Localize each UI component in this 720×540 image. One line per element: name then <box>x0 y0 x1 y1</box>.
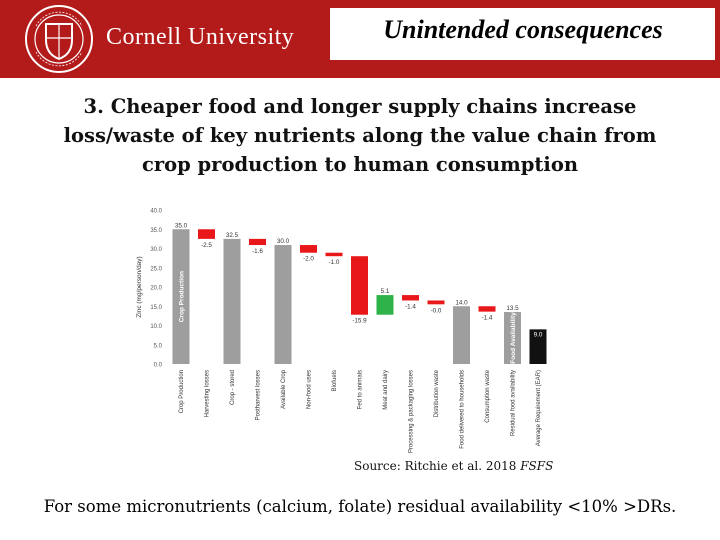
category-label: Consumption waste <box>485 369 491 422</box>
category-label: Available Crop <box>281 369 287 409</box>
chart-bar <box>325 252 343 257</box>
chart-bar <box>351 256 368 315</box>
bar-annotation: Food Availability <box>510 312 517 364</box>
category-label: Meat and dairy <box>383 370 389 410</box>
bar-annotation: Crop Production <box>179 271 186 322</box>
bar-value-label: 5.1 <box>381 288 390 295</box>
category-label: Harvesting losses <box>205 370 211 417</box>
chart-bar <box>427 300 445 305</box>
chart-bar <box>249 238 266 246</box>
category-label: Non-food uses <box>307 370 313 409</box>
category-label: Crop Production <box>179 370 185 413</box>
y-tick-label: 35.0 <box>150 228 162 234</box>
category-label: Average Requirement (EAR) <box>536 370 542 446</box>
bar-value-label: -1.4 <box>482 315 493 322</box>
y-tick-label: 15.0 <box>150 305 162 311</box>
chart-bar <box>376 295 394 315</box>
bar-value-label: 9.0 <box>534 331 543 338</box>
bar-value-label: -0.0 <box>431 307 442 314</box>
bar-value-label: -1.0 <box>329 259 340 266</box>
chart-bar <box>198 229 215 239</box>
bar-value-label: -2.0 <box>303 256 314 263</box>
zinc-waterfall-chart: 0.0 5.0 10.0 15.0 20.0 25.0 30.0 35.0 40.0 Zinc (… <box>136 209 547 453</box>
source-citation: Source: Ritchie et al. 2018 FSFS <box>354 459 553 473</box>
footnote: For some micronutrients (calcium, folate… <box>43 497 677 516</box>
y-tick-label: 20.0 <box>150 286 162 292</box>
slide-title: Unintended consequences <box>383 15 663 44</box>
chart-bar <box>172 229 190 364</box>
chart-bar <box>529 329 547 364</box>
category-label: Distribution waste <box>434 369 440 417</box>
bar-value-label: -1.4 <box>405 303 416 310</box>
cornell-seal-logo <box>25 5 93 73</box>
y-tick-label: 25.0 <box>150 266 162 272</box>
y-axis-label: Zinc (mg/person/day) <box>136 256 143 317</box>
y-tick-label: 0.0 <box>154 363 163 369</box>
category-label: Processing & packaging losses <box>409 370 415 453</box>
chart-bar <box>453 306 470 364</box>
category-label: Postharvest losses <box>256 370 262 420</box>
bar-value-label: 14.0 <box>455 299 468 306</box>
category-label: Fed to animals <box>358 370 364 409</box>
bar-value-label: 35.0 <box>175 222 188 229</box>
bar-value-label: -1.6 <box>252 248 263 255</box>
y-tick-label: 30.0 <box>150 247 162 253</box>
bar-value-label: -15.9 <box>352 318 367 325</box>
bar-value-label: 32.5 <box>226 232 239 239</box>
category-label: Crop - stored <box>230 370 236 405</box>
headline-line-1: 3. Cheaper food and longer supply chains… <box>83 95 637 118</box>
y-tick-label: 40.0 <box>150 209 162 215</box>
source-text: Source: Ritchie et al. 2018 <box>354 459 521 473</box>
y-tick-label: 10.0 <box>150 324 162 330</box>
chart-bar <box>300 245 317 253</box>
headline-line-2: loss/waste of key nutrients along the va… <box>63 124 657 147</box>
category-label: Biofuels <box>332 370 338 391</box>
chart-bar <box>478 306 496 312</box>
category-label: Residual food availability <box>511 370 517 436</box>
source-journal: FSFS <box>520 459 554 473</box>
chart-bar <box>402 295 419 301</box>
headline: 3. Cheaper food and longer supply chains… <box>10 92 710 179</box>
bar-value-label: 30.0 <box>277 238 290 245</box>
chart-bar <box>223 238 241 364</box>
bar-value-label: 13.5 <box>506 305 519 312</box>
headline-line-3: crop production to human consumption <box>141 153 579 176</box>
bar-value-label: -2.5 <box>201 242 212 249</box>
brand-name: Cornell University <box>106 24 295 50</box>
chart-bar <box>504 312 521 364</box>
chart-bar <box>274 245 292 364</box>
category-label: Food delivered to households <box>460 370 466 449</box>
slide-title-box <box>330 8 715 60</box>
y-tick-label: 5.0 <box>154 343 163 349</box>
